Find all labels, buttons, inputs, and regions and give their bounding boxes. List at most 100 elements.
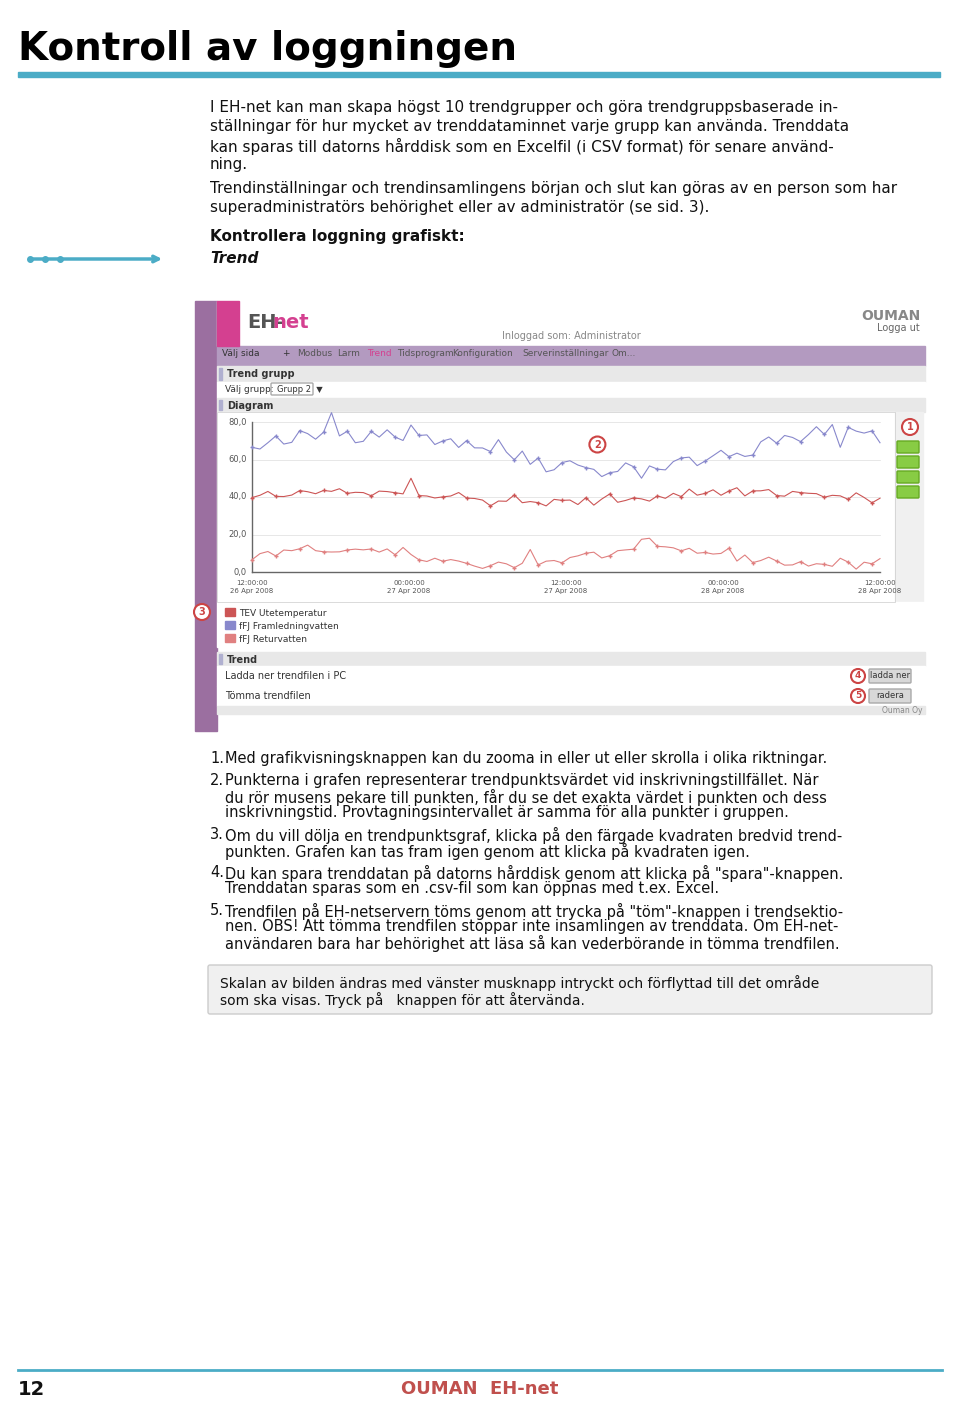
- Text: 5: 5: [854, 691, 861, 701]
- Bar: [895, 413, 923, 603]
- Text: Logga ut: Logga ut: [877, 322, 920, 334]
- Bar: [219, 400, 222, 410]
- Text: inskrivningstid. Provtagningsintervallet är samma för alla punkter i gruppen.: inskrivningstid. Provtagningsintervallet…: [225, 805, 789, 819]
- Text: Grupp 2  ▼: Grupp 2 ▼: [277, 384, 323, 394]
- Text: Trend: Trend: [367, 349, 392, 358]
- Text: Om...: Om...: [612, 349, 636, 358]
- Bar: [225, 634, 235, 642]
- Text: net: net: [272, 313, 308, 332]
- Text: OUMAN: OUMAN: [861, 308, 920, 322]
- Text: Punkterna i grafen representerar trendpunktsvärdet vid inskrivningstillfället. N: Punkterna i grafen representerar trendpu…: [225, 773, 819, 788]
- Circle shape: [851, 689, 865, 703]
- Text: Modbus: Modbus: [297, 349, 332, 358]
- Text: I EH-net kan man skapa högst 10 trendgrupper och göra trendgruppsbaserade in-: I EH-net kan man skapa högst 10 trendgru…: [210, 100, 838, 115]
- Text: Kontrollera loggning grafiskt:: Kontrollera loggning grafiskt:: [210, 230, 465, 244]
- Text: 2: 2: [594, 439, 601, 449]
- Text: ning.: ning.: [210, 158, 248, 172]
- Bar: [219, 367, 222, 380]
- Bar: [217, 366, 925, 382]
- Bar: [217, 666, 925, 686]
- Text: Trend: Trend: [210, 251, 258, 266]
- Text: Kontroll av loggningen: Kontroll av loggningen: [18, 30, 517, 68]
- Bar: [217, 382, 925, 398]
- FancyBboxPatch shape: [897, 486, 919, 498]
- Circle shape: [851, 669, 865, 683]
- Text: 12:00:00: 12:00:00: [550, 580, 582, 586]
- Text: 4: 4: [854, 672, 861, 680]
- Text: 12:00:00: 12:00:00: [236, 580, 268, 586]
- Bar: [217, 398, 925, 413]
- Text: 3.: 3.: [210, 826, 224, 842]
- Text: 12:00:00: 12:00:00: [864, 580, 896, 586]
- Text: 20,0: 20,0: [228, 529, 247, 539]
- Text: 5.: 5.: [210, 903, 224, 918]
- Bar: [217, 413, 895, 603]
- Text: 1: 1: [906, 422, 913, 432]
- Text: kan sparas till datorns hårddisk som en Excelfil (i CSV format) för senare använ: kan sparas till datorns hårddisk som en …: [210, 138, 833, 155]
- Circle shape: [589, 436, 606, 452]
- Text: +: +: [282, 349, 290, 358]
- Text: superadministratörs behörighet eller av administratör (se sid. 3).: superadministratörs behörighet eller av …: [210, 200, 709, 215]
- FancyBboxPatch shape: [869, 669, 911, 683]
- Text: 27 Apr 2008: 27 Apr 2008: [544, 589, 588, 594]
- Bar: [195, 301, 925, 731]
- Text: Du kan spara trenddatan på datorns hårddisk genom att klicka på "spara"-knappen.: Du kan spara trenddatan på datorns hårdd…: [225, 865, 844, 881]
- Text: Trendfilen på EH-netservern töms genom att trycka på "töm"-knappen i trendsektio: Trendfilen på EH-netservern töms genom a…: [225, 903, 843, 919]
- Bar: [217, 301, 239, 346]
- Bar: [195, 301, 217, 731]
- FancyBboxPatch shape: [271, 383, 313, 396]
- Text: Ouman Oy: Ouman Oy: [881, 705, 922, 715]
- Text: 26 Apr 2008: 26 Apr 2008: [230, 589, 274, 594]
- Text: 4.: 4.: [210, 865, 224, 880]
- Text: Välj sida: Välj sida: [222, 349, 259, 358]
- Text: fFJ Returvatten: fFJ Returvatten: [239, 635, 307, 643]
- Bar: [217, 705, 925, 714]
- Text: Serverinställningar: Serverinställningar: [522, 349, 609, 358]
- FancyBboxPatch shape: [897, 441, 919, 453]
- Text: Välj grupp:: Välj grupp:: [225, 384, 274, 394]
- Bar: [18, 72, 940, 77]
- Bar: [217, 652, 925, 666]
- Text: 28 Apr 2008: 28 Apr 2008: [702, 589, 745, 594]
- Text: 0,0: 0,0: [234, 567, 247, 576]
- Text: 60,0: 60,0: [228, 455, 247, 465]
- Text: OUMAN  EH-net: OUMAN EH-net: [401, 1380, 559, 1398]
- Text: punkten. Grafen kan tas fram igen genom att klicka på kvadraten igen.: punkten. Grafen kan tas fram igen genom …: [225, 843, 750, 860]
- FancyBboxPatch shape: [869, 689, 911, 703]
- Bar: [217, 346, 925, 366]
- Text: ställningar för hur mycket av trenddataminnet varje grupp kan använda. Trenddata: ställningar för hur mycket av trenddatam…: [210, 120, 850, 134]
- Bar: [225, 621, 235, 629]
- Text: Skalan av bilden ändras med vänster musknapp intryckt och förflyttad till det om: Skalan av bilden ändras med vänster musk…: [220, 974, 819, 991]
- Text: du rör musens pekare till punkten, får du se det exakta värdet i punkten och des: du rör musens pekare till punkten, får d…: [225, 788, 827, 805]
- Bar: [217, 686, 925, 705]
- Text: Trend grupp: Trend grupp: [227, 369, 295, 379]
- Bar: [217, 413, 895, 603]
- Text: 00:00:00: 00:00:00: [394, 580, 425, 586]
- Text: Tömma trendfilen: Tömma trendfilen: [225, 691, 311, 701]
- Text: som ska visas. Tryck på   knappen för att återvända.: som ska visas. Tryck på knappen för att …: [220, 993, 585, 1008]
- Text: Trend: Trend: [227, 655, 258, 665]
- Text: 80,0: 80,0: [228, 418, 247, 427]
- Text: Med grafikvisningsknappen kan du zooma in eller ut eller skrolla i olika riktnin: Med grafikvisningsknappen kan du zooma i…: [225, 750, 828, 766]
- FancyBboxPatch shape: [897, 472, 919, 483]
- FancyBboxPatch shape: [208, 964, 932, 1014]
- Text: fFJ Framledningvatten: fFJ Framledningvatten: [239, 622, 339, 631]
- FancyBboxPatch shape: [897, 456, 919, 467]
- Text: ladda ner: ladda ner: [870, 672, 910, 680]
- Text: 12: 12: [18, 1380, 45, 1400]
- Bar: [217, 603, 925, 648]
- Text: 27 Apr 2008: 27 Apr 2008: [388, 589, 431, 594]
- Text: Larm: Larm: [337, 349, 360, 358]
- Text: 1.: 1.: [210, 750, 224, 766]
- Bar: [225, 608, 235, 617]
- Circle shape: [902, 420, 918, 435]
- Text: Inloggad som: Administrator: Inloggad som: Administrator: [502, 331, 640, 341]
- Text: TEV Utetemperatur: TEV Utetemperatur: [239, 610, 326, 618]
- Text: användaren bara har behörighet att läsa så kan vederbörande in tömma trendfilen.: användaren bara har behörighet att läsa …: [225, 935, 840, 952]
- Text: Tidsprogram: Tidsprogram: [397, 349, 454, 358]
- Text: nen. OBS! Att tömma trendfilen stoppar inte insamlingen av trenddata. Om EH-net-: nen. OBS! Att tömma trendfilen stoppar i…: [225, 919, 838, 934]
- Text: 28 Apr 2008: 28 Apr 2008: [858, 589, 901, 594]
- Text: 2.: 2.: [210, 773, 224, 788]
- Text: Diagram: Diagram: [227, 401, 274, 411]
- Text: Ladda ner trendfilen i PC: Ladda ner trendfilen i PC: [225, 672, 347, 681]
